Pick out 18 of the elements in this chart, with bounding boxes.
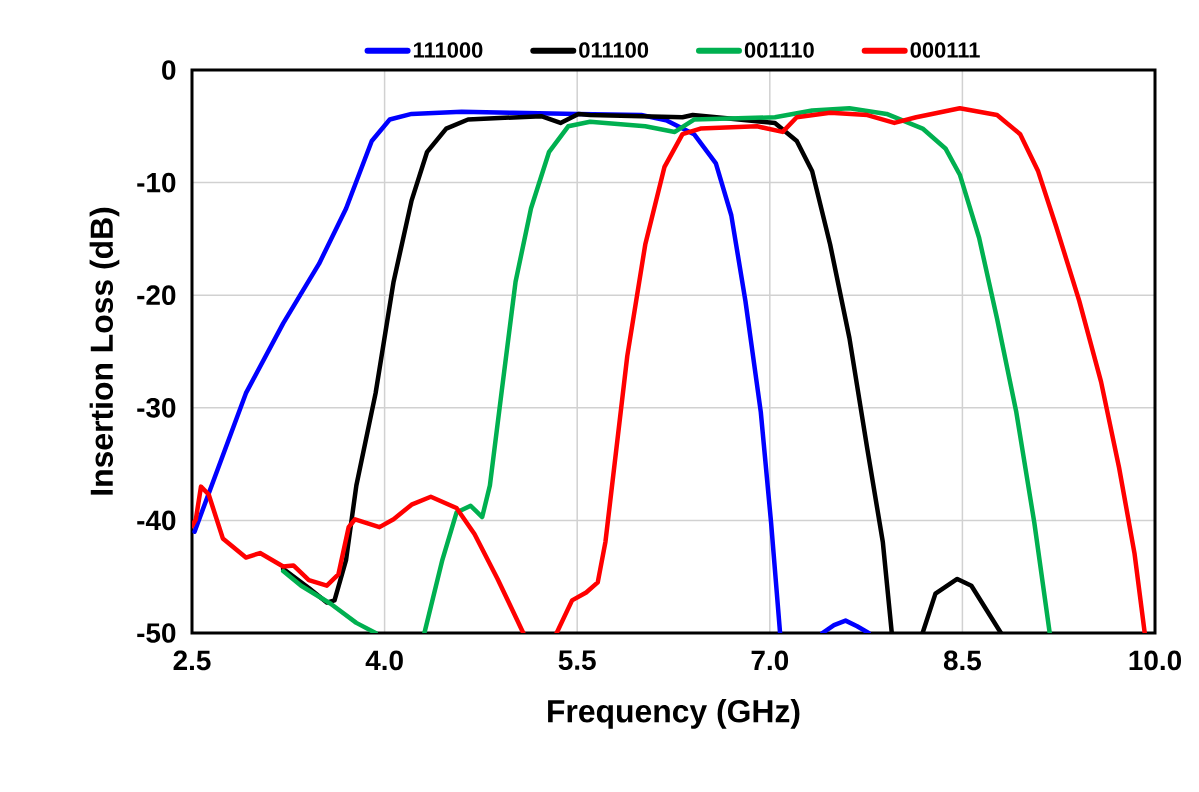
legend-label: 111000 bbox=[413, 42, 483, 58]
x-tick-label: 2.5 bbox=[173, 650, 211, 671]
y-tick-label: -40 bbox=[137, 510, 176, 531]
x-axis-title: Frequency (GHz) bbox=[548, 699, 800, 729]
x-tick-label: 7.0 bbox=[751, 650, 789, 671]
x-tick-label: 4.0 bbox=[365, 650, 403, 671]
y-tick-label: -20 bbox=[137, 285, 176, 306]
y-tick-label: -30 bbox=[137, 397, 176, 418]
legend-label: 011100 bbox=[579, 42, 649, 58]
x-tick-label: 10.0 bbox=[1129, 650, 1182, 671]
y-tick-label: -50 bbox=[137, 623, 176, 643]
x-tick-label: 5.5 bbox=[558, 650, 596, 670]
x-tick-label: 8.5 bbox=[943, 650, 982, 671]
legend-label: 000111 bbox=[910, 42, 980, 58]
y-tick-label: 0 bbox=[162, 60, 176, 80]
y-axis-title: Insertion Loss (dB) bbox=[89, 207, 120, 495]
legend-label: 001110 bbox=[744, 42, 814, 58]
y-tick-label: -10 bbox=[137, 172, 176, 193]
